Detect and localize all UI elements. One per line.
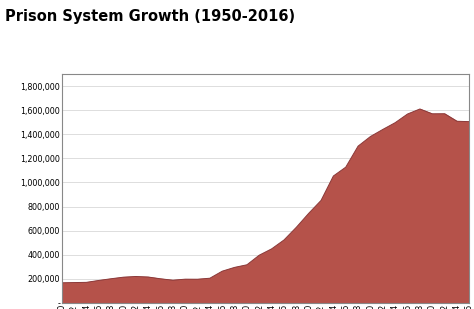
Text: Prison System Growth (1950-2016): Prison System Growth (1950-2016) — [5, 9, 295, 24]
